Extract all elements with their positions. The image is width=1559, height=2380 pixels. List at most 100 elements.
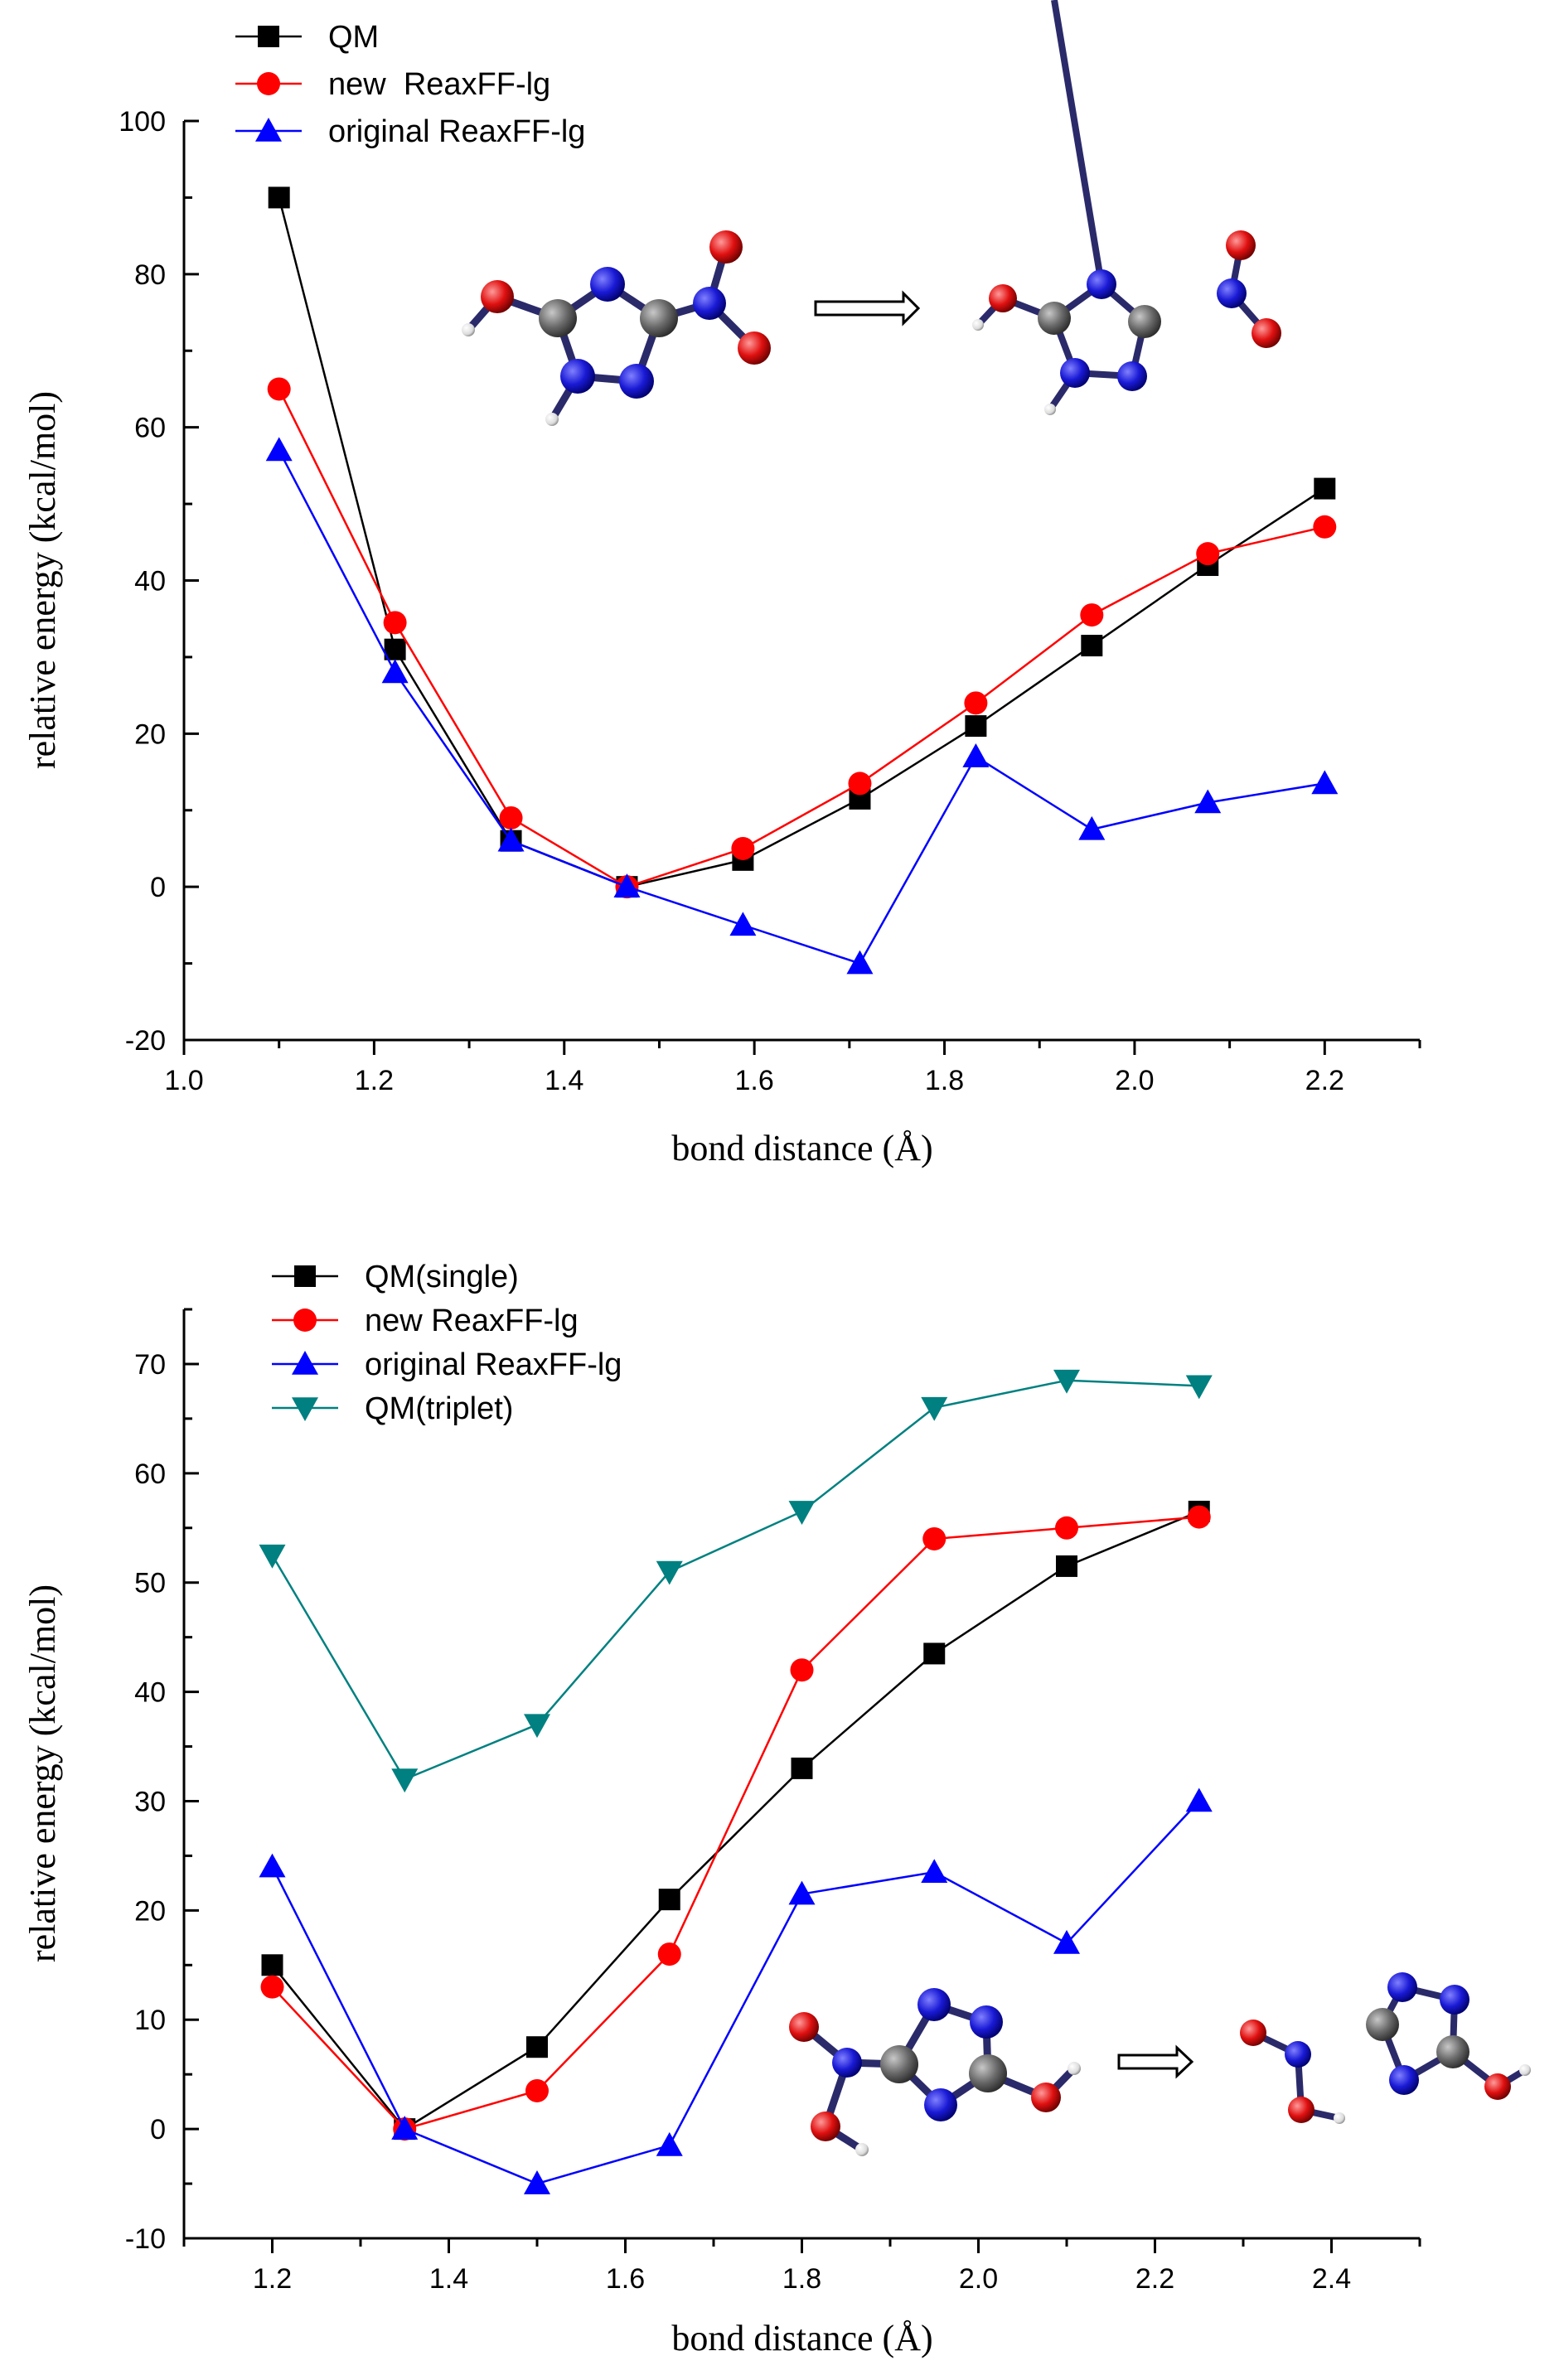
legend-item: QM <box>235 20 379 55</box>
data-point <box>1313 515 1337 539</box>
data-point <box>1078 815 1106 840</box>
data-point <box>848 772 872 796</box>
data-point <box>962 743 990 767</box>
data-point <box>391 2116 419 2140</box>
y-tick-label: 60 <box>134 1458 166 1490</box>
x-tick-label: 2.0 <box>1115 1065 1154 1096</box>
legend-item: new ReaxFF-lg <box>235 67 550 102</box>
x-axis-title: bond distance (Å) <box>671 2318 932 2358</box>
x-tick-label: 2.2 <box>1305 1065 1344 1096</box>
x-tick-label: 2.0 <box>959 2263 998 2295</box>
series-line <box>278 388 1325 888</box>
legend-label: original ReaxFF-lg <box>328 114 585 149</box>
data-point <box>383 611 407 635</box>
arrow-icon <box>814 290 921 327</box>
data-point <box>267 377 291 401</box>
data-point <box>268 186 290 209</box>
series-original-reaxff-lg <box>265 437 1339 975</box>
series-line <box>271 1516 1199 2131</box>
data-point <box>656 1560 683 1585</box>
data-point <box>923 1642 946 1665</box>
x-tick-label: 2.4 <box>1312 2263 1351 2295</box>
data-point <box>1187 1505 1211 1529</box>
series-qm-single- <box>261 1500 1210 2141</box>
data-point <box>524 2170 550 2194</box>
data-point <box>731 836 755 860</box>
data-point <box>791 1757 813 1779</box>
y-tick-label: -10 <box>125 2223 166 2255</box>
arrow-icon <box>1117 2044 1194 2079</box>
data-point <box>391 1768 419 1793</box>
data-point <box>788 1880 816 1905</box>
y-tick-label: 20 <box>134 1895 166 1927</box>
y-axis-title: relative energy (kcal/mol) <box>22 391 63 769</box>
data-point <box>1080 603 1104 627</box>
legend-marker <box>292 1351 318 1375</box>
data-point <box>788 1501 816 1525</box>
legend-marker <box>292 1397 318 1421</box>
legend-label: QM(triplet) <box>365 1391 513 1426</box>
data-point <box>1185 1787 1213 1812</box>
data-point <box>259 1544 286 1569</box>
data-point <box>261 1954 283 1976</box>
series-line <box>271 1379 1199 1781</box>
data-point <box>656 2131 683 2156</box>
data-point <box>1314 477 1336 500</box>
data-point <box>497 827 525 852</box>
legend-marker <box>255 118 282 142</box>
legend-item: QM(single) <box>272 1260 519 1294</box>
data-point <box>499 805 523 830</box>
data-point <box>658 1889 680 1911</box>
data-point <box>260 1975 284 1999</box>
data-point <box>526 2036 548 2058</box>
legend-label: new ReaxFF-lg <box>365 1304 579 1338</box>
legend-marker <box>294 1265 316 1287</box>
molecule-inset-bottom <box>789 1972 1531 2156</box>
series-new-reaxff-lg <box>260 1505 1211 2141</box>
data-point <box>1196 542 1220 566</box>
data-point <box>381 659 409 684</box>
series-qm <box>268 186 1336 898</box>
data-point <box>657 1942 681 1966</box>
y-tick-label: 40 <box>134 1677 166 1709</box>
legend-marker <box>258 26 279 47</box>
series-new-reaxff-lg <box>267 377 1337 899</box>
x-tick-label: 1.8 <box>782 2263 821 2295</box>
chart-panel-top: 1.0 1.2 1.4 1.6 1.8 2.0 2.2 -20 0 20 40 60 80 100 bond… <box>22 20 1421 1168</box>
data-point <box>1194 789 1222 814</box>
data-point <box>1081 635 1103 657</box>
y-tick-label: 30 <box>134 1786 166 1817</box>
series-line <box>278 197 1325 888</box>
y-tick-label: 100 <box>119 106 166 138</box>
y-tick-label: 60 <box>134 413 166 444</box>
y-tick-label: 20 <box>134 718 166 750</box>
data-point <box>922 1526 947 1550</box>
y-tick-label: 40 <box>134 566 166 597</box>
series-line <box>271 1510 1200 2131</box>
data-point <box>1311 770 1339 795</box>
data-point <box>524 1714 550 1739</box>
legend-marker <box>257 72 280 95</box>
data-point <box>265 437 293 462</box>
legend-item: QM(triplet) <box>272 1391 513 1426</box>
legend-label: original ReaxFF-lg <box>365 1347 622 1382</box>
data-point <box>1053 1369 1080 1394</box>
y-tick-label: 70 <box>134 1349 166 1381</box>
x-tick-label: 1.2 <box>253 2263 292 2295</box>
x-tick-label: 1.0 <box>164 1065 203 1096</box>
data-point <box>729 912 757 936</box>
data-point <box>1053 1929 1080 1954</box>
data-point <box>259 1853 286 1878</box>
x-tick-label: 1.4 <box>429 2263 468 2295</box>
data-point <box>525 2078 549 2102</box>
x-tick-label: 1.4 <box>545 1065 583 1096</box>
data-point <box>921 1396 948 1421</box>
series-line <box>271 1800 1200 2185</box>
y-tick-label: 0 <box>150 2114 166 2145</box>
series-original-reaxff-lg <box>259 1787 1213 2194</box>
y-axis-title: relative energy (kcal/mol) <box>22 1584 63 1962</box>
x-tick-label: 1.8 <box>925 1065 964 1096</box>
data-point <box>1055 1516 1078 1540</box>
